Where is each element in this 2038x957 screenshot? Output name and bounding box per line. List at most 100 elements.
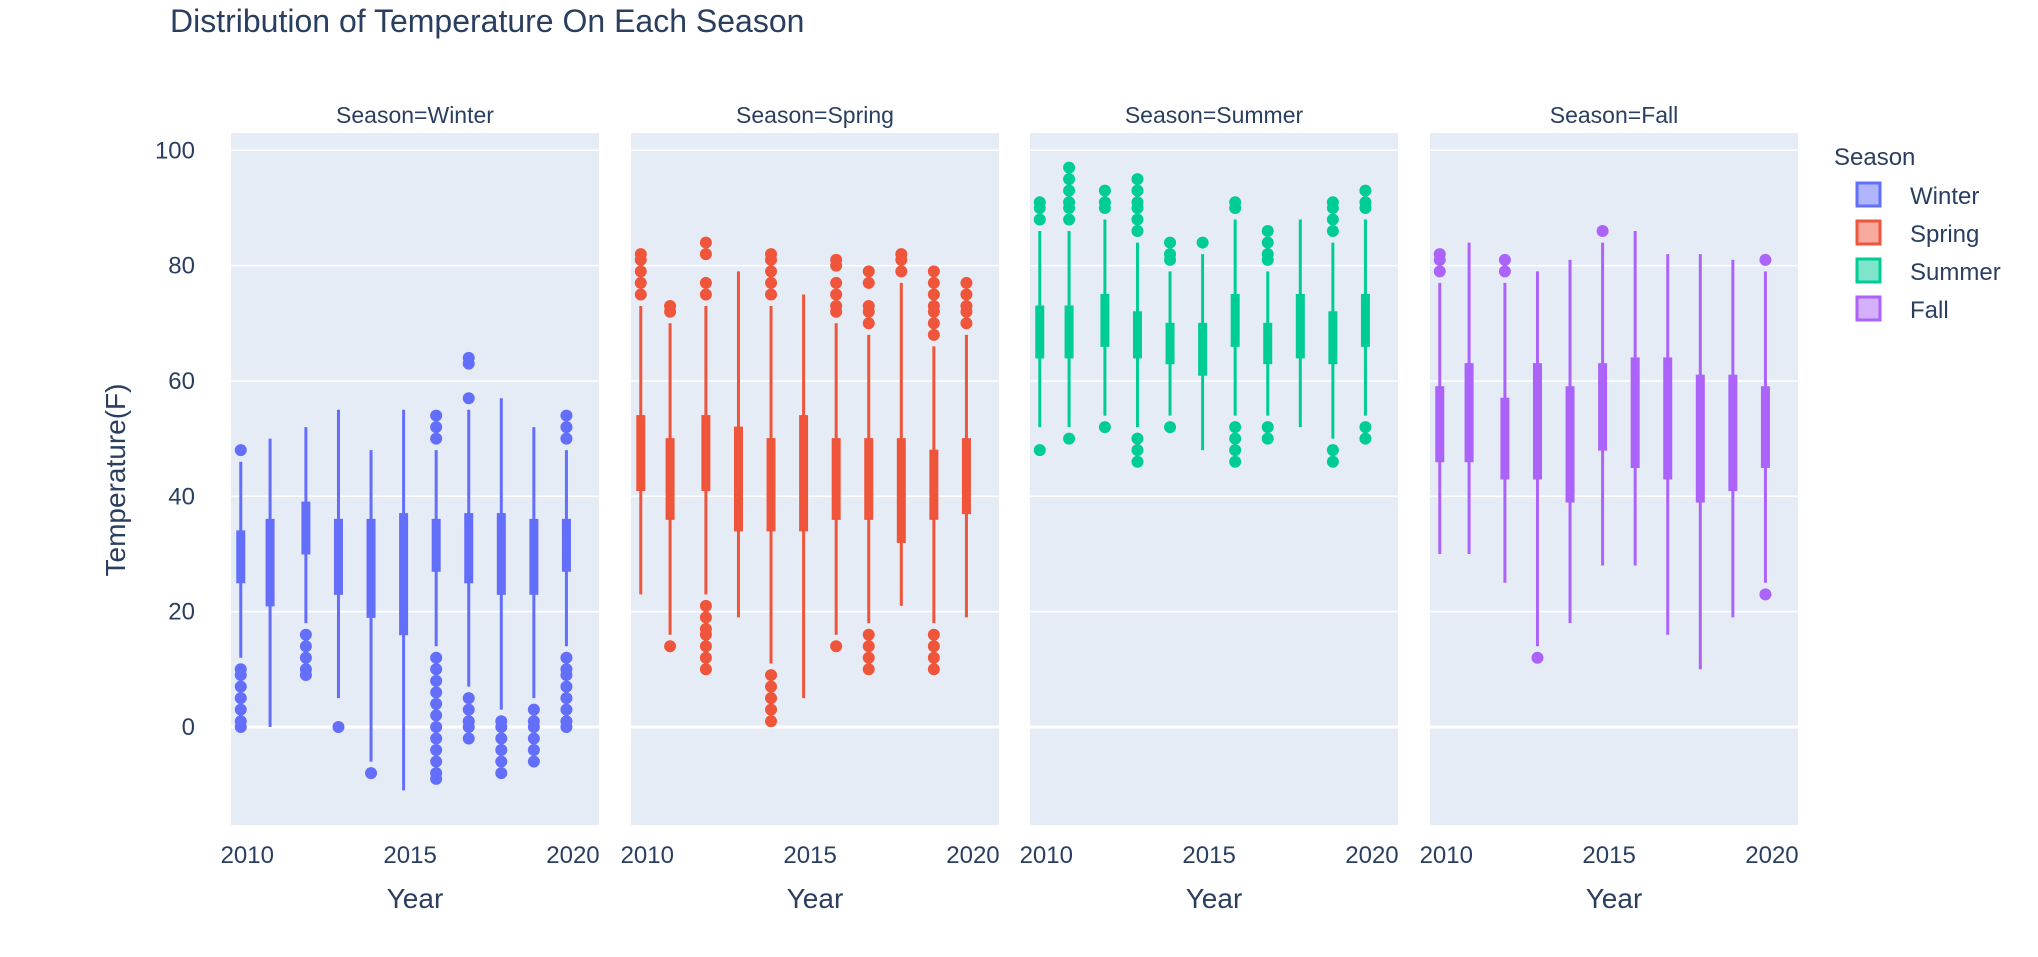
outlier-point (1229, 432, 1242, 445)
outlier-point (1164, 236, 1177, 249)
outlier-point (430, 709, 443, 722)
outlier-point (1359, 432, 1372, 445)
outlier-point (634, 288, 647, 301)
box-body (366, 518, 376, 618)
outlier-point (430, 651, 443, 664)
legend-label: Summer (1910, 259, 2001, 286)
outlier-point (560, 703, 573, 716)
legend-swatch (1855, 295, 1882, 322)
outlier-point (862, 276, 875, 289)
box-body (1064, 305, 1074, 359)
outlier-point (960, 305, 973, 318)
box-summer (1063, 161, 1076, 445)
facet-label: Season=Fall (1550, 102, 1679, 128)
outlier-point (1098, 421, 1111, 434)
outlier-point (699, 611, 712, 624)
outlier-point (234, 720, 247, 733)
plot-background (231, 133, 599, 825)
outlier-point (1098, 201, 1111, 214)
box-fall (1464, 242, 1474, 554)
outlier-point (830, 259, 843, 272)
outlier-point (699, 651, 712, 664)
box-fall (1531, 271, 1544, 664)
box-fall (1596, 225, 1609, 566)
outlier-point (462, 732, 475, 745)
legend-label: Spring (1910, 221, 1979, 248)
box-body (1360, 293, 1370, 347)
outlier-point (699, 628, 712, 641)
outlier-point (1131, 225, 1144, 238)
outlier-point (234, 680, 247, 693)
box-summer (1098, 184, 1111, 434)
box-body (1035, 305, 1045, 359)
x-axis-label: Year (787, 883, 844, 914)
outlier-point (699, 640, 712, 653)
box-body (1760, 386, 1770, 468)
legend-item-fall: Fall (1855, 295, 1949, 324)
box-winter (234, 444, 247, 733)
outlier-point (765, 669, 778, 682)
box-body (1263, 322, 1273, 365)
outlier-point (495, 767, 508, 780)
outlier-point (1531, 651, 1544, 664)
outlier-point (960, 276, 973, 289)
box-spring (862, 265, 875, 676)
y-axis-label: Temperature(F) (100, 384, 131, 577)
y-tick-label: 60 (168, 368, 195, 395)
outlier-point (560, 409, 573, 422)
box-body (333, 518, 343, 595)
legend-label: Fall (1910, 297, 1949, 324)
outlier-point (862, 663, 875, 676)
outlier-point (1326, 201, 1339, 214)
outlier-point (1196, 236, 1209, 249)
outlier-point (462, 357, 475, 370)
legend-title: Season (1834, 144, 1915, 171)
outlier-point (1596, 225, 1609, 238)
outlier-point (699, 236, 712, 249)
outlier-point (765, 276, 778, 289)
box-body (1198, 322, 1208, 376)
outlier-point (234, 669, 247, 682)
outlier-point (527, 720, 540, 733)
outlier-point (927, 663, 940, 676)
outlier-point (430, 432, 443, 445)
outlier-point (699, 663, 712, 676)
x-tick-label: 2015 (1182, 842, 1235, 869)
box-body (1500, 397, 1510, 480)
outlier-point (1261, 225, 1274, 238)
outlier-point (862, 305, 875, 318)
box-body (236, 530, 246, 584)
outlier-point (862, 317, 875, 330)
outlier-point (927, 276, 940, 289)
box-summer (1261, 225, 1274, 445)
outlier-point (927, 288, 940, 301)
box-fall (1695, 254, 1705, 670)
box-winter (399, 409, 409, 791)
outlier-point (634, 265, 647, 278)
box-body (701, 415, 711, 492)
y-tick-label: 0 (182, 714, 195, 741)
outlier-point (560, 421, 573, 434)
outlier-point (699, 288, 712, 301)
box-body (1328, 311, 1338, 365)
outlier-point (927, 317, 940, 330)
box-spring (799, 294, 809, 699)
outlier-point (862, 640, 875, 653)
outlier-point (765, 692, 778, 705)
legend-item-summer: Summer (1855, 257, 2001, 286)
box-body (636, 415, 646, 492)
outlier-point (927, 305, 940, 318)
outlier-point (1326, 225, 1339, 238)
box-body (1464, 363, 1474, 463)
outlier-point (634, 276, 647, 289)
outlier-point (1131, 432, 1144, 445)
legend-swatch (1855, 219, 1882, 246)
outlier-point (527, 744, 540, 757)
box-body (1695, 374, 1705, 503)
outlier-point (430, 732, 443, 745)
outlier-point (527, 732, 540, 745)
outlier-point (495, 755, 508, 768)
outlier-point (699, 276, 712, 289)
outlier-point (1164, 253, 1177, 266)
